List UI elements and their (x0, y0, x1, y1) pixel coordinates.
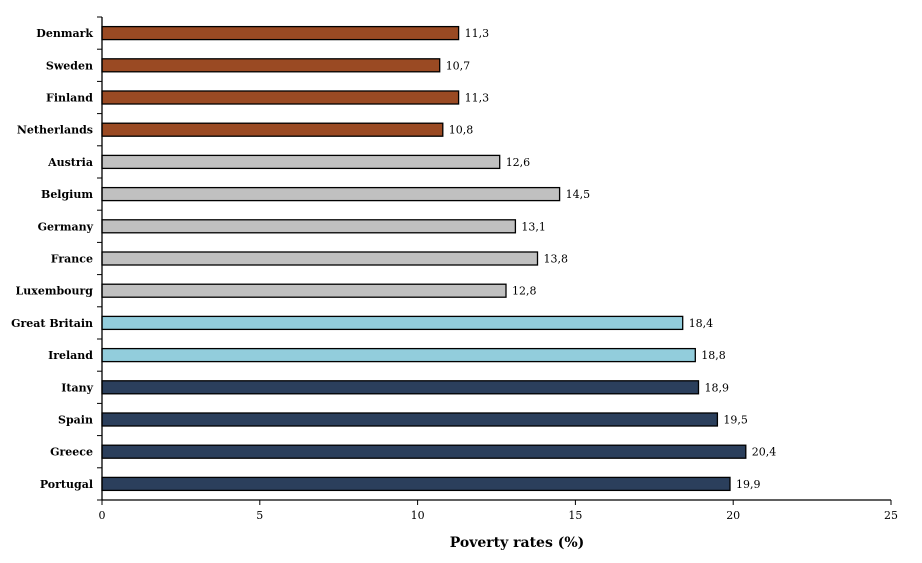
category-label-itany: Itany (61, 381, 93, 394)
bar-luxembourg (101, 283, 507, 298)
value-label-itany: 18,9 (705, 381, 730, 394)
category-label-germany: Germany (38, 220, 94, 233)
x-tick-label-5: 5 (256, 509, 263, 522)
category-label-denmark: Denmark (36, 27, 93, 40)
value-label-denmark: 11,3 (465, 27, 490, 40)
bar-belgium (101, 186, 561, 202)
category-label-luxembourg: Luxembourg (16, 285, 94, 298)
bar-denmark (101, 25, 460, 41)
bar-france (101, 251, 539, 266)
bar-netherlands (101, 122, 444, 137)
category-label-austria: Austria (47, 156, 93, 169)
value-label-spain: 19,5 (723, 414, 748, 427)
value-label-ireland: 18,8 (701, 349, 726, 362)
x-tick-label-20: 20 (726, 509, 740, 522)
x-tick-label-10: 10 (411, 509, 425, 522)
bar-greece (101, 444, 747, 459)
category-label-belgium: Belgium (41, 188, 93, 201)
value-labels-group: 11,3 10,7 11,3 10,8 12,6 14,5 13,1 13,8 12,8 18,4… (446, 27, 777, 491)
category-label-sweden: Sweden (46, 59, 93, 72)
value-label-netherlands: 10,8 (449, 124, 474, 137)
bar-portugal (101, 476, 731, 492)
bar-spain (101, 412, 719, 427)
category-label-greece: Greece (50, 446, 93, 459)
category-label-spain: Spain (58, 414, 93, 427)
bars-group (101, 25, 747, 492)
bar-austria (101, 154, 501, 170)
value-label-france: 13,8 (544, 253, 569, 266)
category-label-finland: Finland (46, 92, 93, 105)
bar-ireland (101, 347, 696, 363)
x-tick-label-25: 25 (884, 509, 898, 522)
category-labels-group: Denmark Sweden Finland Netherlands Austria Be… (11, 27, 93, 491)
bar-itany (101, 380, 700, 395)
category-label-portugal: Portugal (40, 478, 93, 491)
category-label-netherlands: Netherlands (17, 124, 93, 137)
x-tick-label-15: 15 (568, 509, 582, 522)
value-label-sweden: 10,7 (446, 59, 471, 72)
x-tick-label-0: 0 (99, 509, 106, 522)
value-label-finland: 11,3 (465, 92, 490, 105)
value-label-greece: 20,4 (752, 446, 777, 459)
category-label-ireland: Ireland (48, 349, 93, 362)
value-label-belgium: 14,5 (566, 188, 591, 201)
bar-finland (101, 90, 460, 105)
x-axis-title: Poverty rates (%) (450, 535, 585, 551)
category-label-great-britain: Great Britain (11, 317, 93, 330)
bar-germany (101, 219, 517, 234)
bar-sweden (101, 58, 441, 73)
value-label-great-britain: 18,4 (689, 317, 714, 330)
value-label-luxembourg: 12,8 (512, 285, 537, 298)
axes-group: 0 5 10 15 20 25 (97, 16, 898, 522)
value-label-germany: 13,1 (521, 220, 546, 233)
category-label-france: France (51, 253, 93, 266)
bar-great-britain (101, 315, 684, 331)
value-label-austria: 12,6 (506, 156, 531, 169)
value-label-portugal: 19,9 (736, 478, 761, 491)
